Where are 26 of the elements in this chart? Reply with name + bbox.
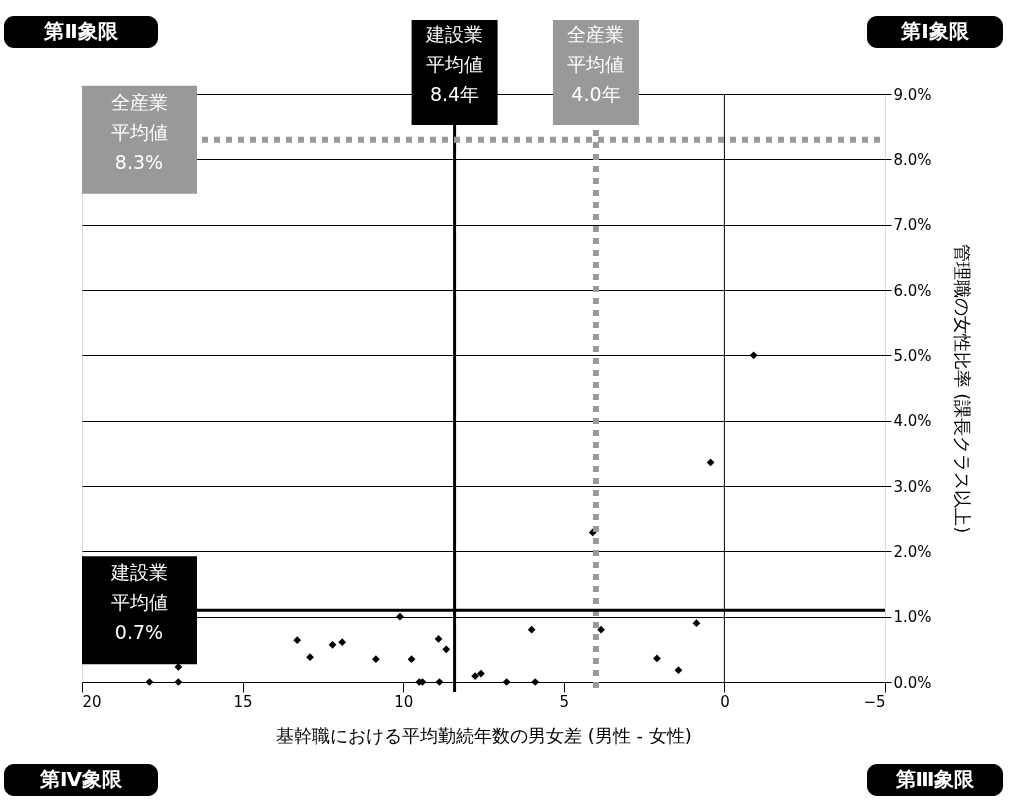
y-tick-label: 4.0%: [893, 412, 932, 431]
x-tick-label: 15: [233, 692, 253, 711]
text: 第Ⅲ象限: [894, 767, 976, 791]
x-tick-label: 20: [82, 692, 102, 711]
x-tick-label: 5: [559, 692, 570, 711]
ref-line-label: 全産業平均値8.3%: [110, 90, 168, 173]
y-tick-label: 9.0%: [893, 85, 932, 104]
y-axis-title: 管理職の女性比率 (課長クラス以上): [951, 243, 973, 534]
text: 第Ⅱ象限: [43, 19, 119, 43]
y-tick-label: 1.0%: [893, 608, 932, 627]
ref-line-label: 建設業平均値8.4年: [425, 23, 484, 105]
y-tick-label: 5.0%: [893, 346, 932, 365]
y-tick-label: 8.0%: [893, 150, 932, 169]
y-tick-label: 6.0%: [893, 281, 932, 300]
y-tick-label: 7.0%: [893, 216, 932, 235]
text: 第Ⅰ象限: [900, 19, 970, 43]
x-axis-title: 基幹職における平均勤続年数の男女差 (男性 - 女性): [276, 724, 692, 746]
x-tick-label: 10: [394, 692, 414, 711]
ref-line-label: 建設業平均値0.7%: [109, 561, 168, 644]
x-tick-label: −5: [863, 692, 886, 711]
y-tick-label: 0.0%: [893, 673, 932, 692]
text: 第Ⅳ象限: [39, 767, 123, 791]
y-tick-label: 2.0%: [893, 542, 932, 561]
y-tick-label: 3.0%: [893, 477, 932, 496]
ref-line-label: 全産業平均値4.0年: [567, 23, 625, 105]
x-tick-label: 0: [720, 692, 730, 711]
